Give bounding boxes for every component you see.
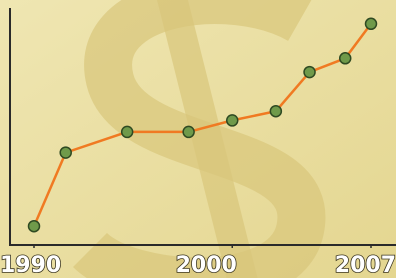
point [304,67,315,78]
point [340,53,351,64]
point [122,126,133,137]
x-tick-label: 1990 [0,253,61,278]
page: 199020002007 (() => { const data = JSON.… [0,0,396,278]
point [270,106,281,117]
chart: 1990 2000 2007 [0,0,396,278]
point [183,126,194,137]
x-tick-label: 2007 [335,253,396,278]
x-tick-label: 2000 [176,253,237,278]
point [60,147,71,158]
point [366,18,377,29]
point [227,115,238,126]
point [29,221,40,232]
